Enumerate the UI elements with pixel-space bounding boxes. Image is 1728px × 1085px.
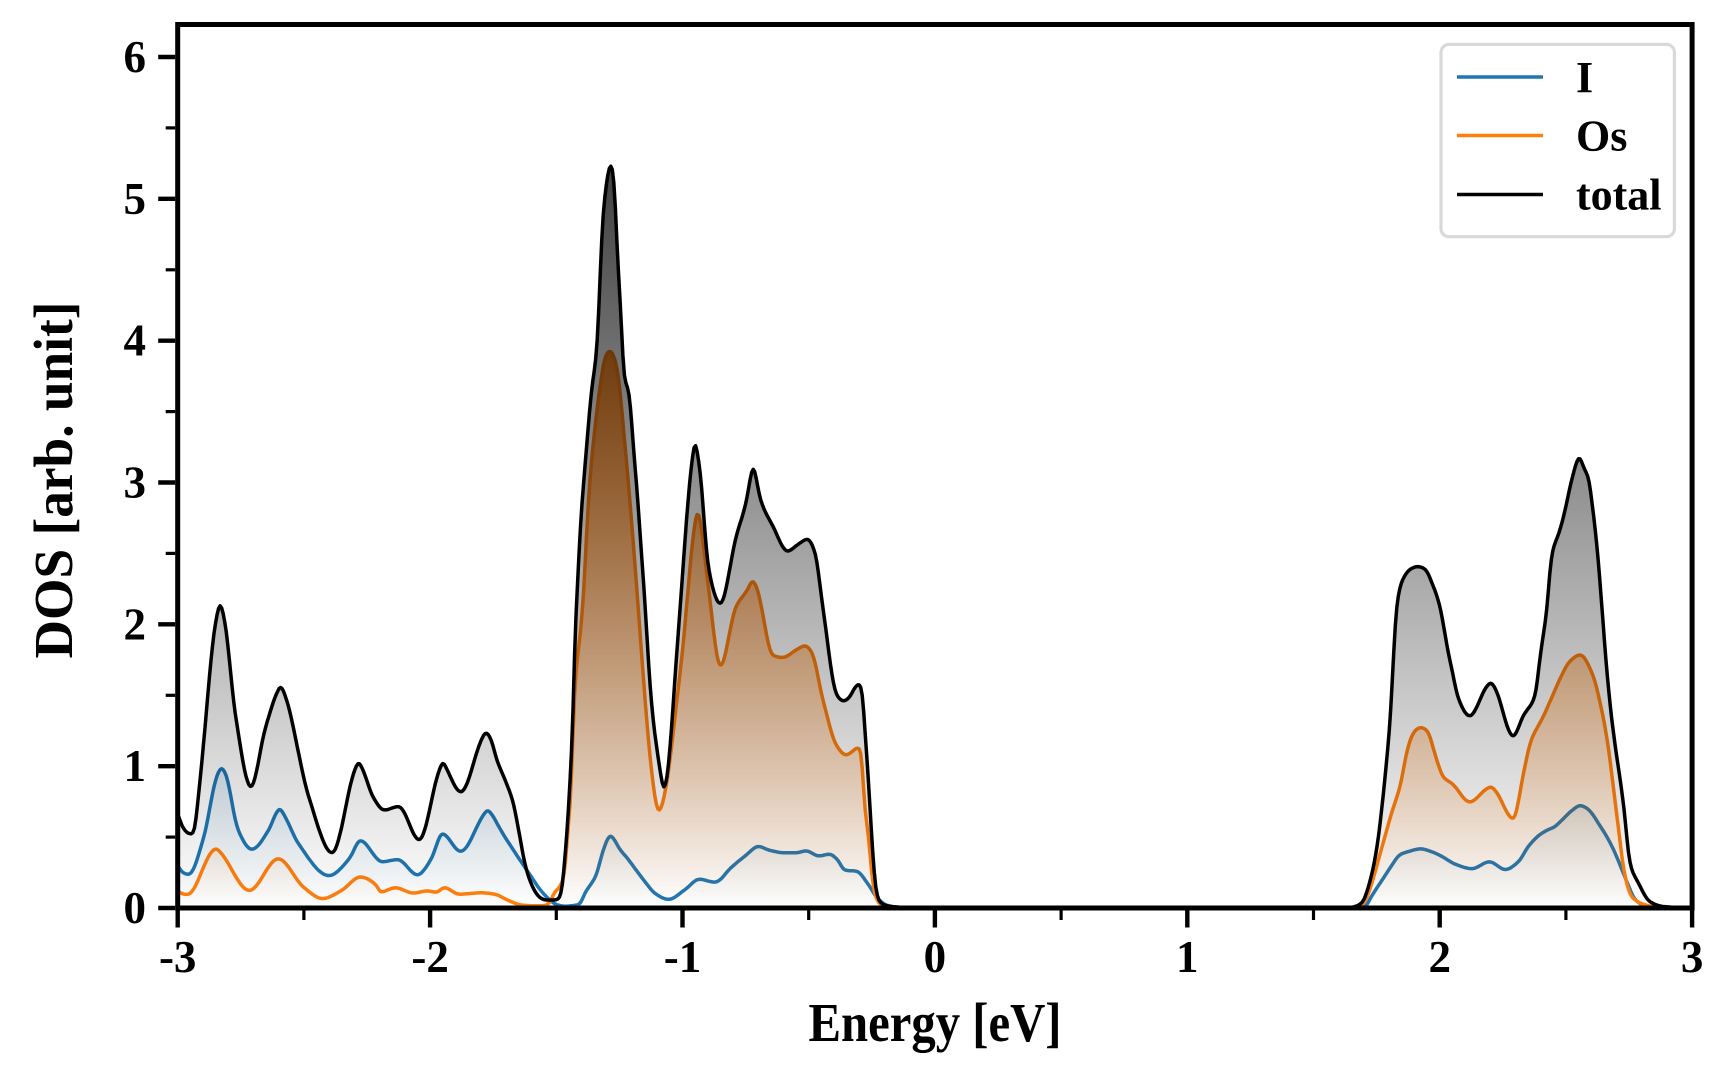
svg-text:DOS [arb. unit]: DOS [arb. unit] [23,302,84,659]
svg-text:2: 2 [124,599,147,649]
svg-text:0: 0 [924,932,947,982]
svg-text:Energy [eV]: Energy [eV] [809,992,1062,1053]
svg-text:3: 3 [1681,932,1704,982]
svg-text:1: 1 [1176,932,1199,982]
svg-text:total: total [1576,171,1662,220]
svg-text:2: 2 [1428,932,1451,982]
svg-text:6: 6 [124,32,147,82]
svg-text:-2: -2 [411,932,449,982]
svg-text:Os: Os [1576,112,1627,161]
svg-text:5: 5 [124,174,147,224]
svg-text:3: 3 [124,458,147,508]
svg-text:0: 0 [124,883,147,933]
svg-text:4: 4 [124,316,147,366]
svg-text:-3: -3 [159,932,197,982]
svg-text:-1: -1 [664,932,702,982]
svg-text:1: 1 [124,741,147,791]
svg-text:I: I [1576,53,1593,102]
